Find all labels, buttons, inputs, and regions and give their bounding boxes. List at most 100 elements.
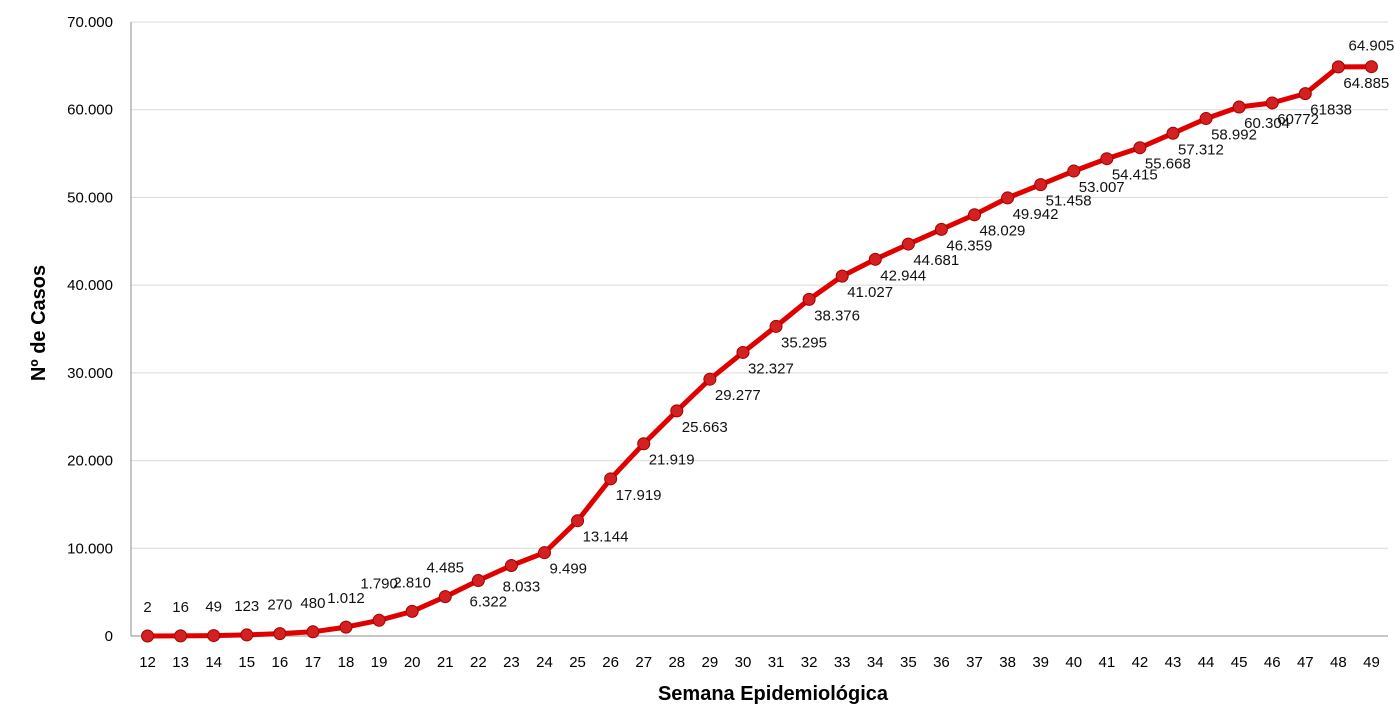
data-point — [637, 437, 651, 451]
data-label: 25.663 — [682, 419, 728, 436]
x-tick-label: 30 — [735, 654, 752, 671]
data-point — [1067, 164, 1081, 178]
data-label: 41.027 — [847, 284, 893, 301]
x-tick-label: 15 — [238, 654, 255, 671]
data-point — [372, 613, 386, 627]
data-point — [571, 514, 585, 528]
data-point — [339, 620, 353, 634]
x-tick-label: 17 — [305, 654, 322, 671]
data-point — [968, 208, 982, 222]
data-label: 21.919 — [649, 452, 695, 469]
x-tick-label: 46 — [1264, 654, 1281, 671]
data-point — [670, 404, 684, 418]
data-label: 123 — [234, 598, 259, 615]
data-point — [1001, 191, 1015, 205]
data-point — [703, 372, 717, 386]
data-point — [1331, 60, 1345, 74]
data-label: 42.944 — [880, 267, 926, 284]
y-tick-label: 60.000 — [67, 102, 113, 119]
y-tick-label: 50.000 — [67, 189, 113, 206]
x-axis-title: Semana Epidemiológica — [658, 683, 889, 705]
data-label: 13.144 — [583, 529, 629, 546]
data-point — [604, 472, 618, 486]
data-label: 480 — [300, 595, 325, 612]
data-point — [306, 625, 320, 639]
x-tick-label: 21 — [437, 654, 454, 671]
data-label: 49 — [205, 599, 222, 616]
x-tick-label: 25 — [569, 654, 586, 671]
data-point — [1034, 178, 1048, 192]
data-markers — [141, 60, 1378, 643]
data-label: 32.327 — [748, 360, 794, 377]
data-label: 64.885 — [1343, 75, 1389, 92]
x-tick-label: 39 — [1032, 654, 1049, 671]
x-tick-label: 29 — [702, 654, 719, 671]
data-label: 35.295 — [781, 334, 827, 351]
x-tick-label: 44 — [1198, 654, 1215, 671]
x-tick-label: 41 — [1098, 654, 1115, 671]
x-tick-label: 19 — [371, 654, 388, 671]
x-tick-label: 47 — [1297, 654, 1314, 671]
data-label: 6.322 — [470, 594, 508, 611]
data-point — [901, 237, 915, 251]
x-tick-label: 27 — [635, 654, 652, 671]
data-label: 61838 — [1310, 102, 1352, 119]
data-label: 2 — [143, 599, 151, 616]
data-label: 16 — [172, 599, 189, 616]
x-tick-label: 31 — [768, 654, 785, 671]
x-tick-label: 49 — [1363, 654, 1380, 671]
x-tick-label: 13 — [172, 654, 189, 671]
data-point — [868, 252, 882, 266]
x-tick-label: 34 — [867, 654, 884, 671]
x-tick-label: 26 — [602, 654, 619, 671]
data-label: 51.458 — [1046, 193, 1092, 210]
data-label: 54.415 — [1112, 167, 1158, 184]
data-label: 38.376 — [814, 307, 860, 324]
data-label: 48.029 — [980, 223, 1026, 240]
data-point — [736, 345, 750, 359]
data-point — [1133, 141, 1147, 155]
data-label: 8.033 — [503, 579, 541, 596]
x-tick-label: 28 — [668, 654, 685, 671]
data-label: 46.359 — [946, 237, 992, 254]
data-point — [438, 590, 452, 604]
data-point — [174, 629, 188, 643]
data-point — [1364, 60, 1378, 74]
y-tick-label: 20.000 — [67, 453, 113, 470]
data-label: 53.007 — [1079, 179, 1125, 196]
data-label: 64.905 — [1349, 38, 1394, 55]
data-label: 1.790 — [360, 575, 398, 592]
x-tick-label: 40 — [1065, 654, 1082, 671]
data-point — [207, 629, 221, 643]
data-label: 29.277 — [715, 387, 761, 404]
data-point — [1298, 87, 1312, 101]
x-tick-label: 36 — [933, 654, 950, 671]
data-label: 2.810 — [393, 574, 431, 591]
data-label: 270 — [267, 597, 292, 614]
data-point — [504, 559, 518, 573]
data-point — [405, 604, 419, 618]
data-label: 60.304 — [1244, 115, 1290, 132]
data-label: 1.012 — [327, 590, 365, 607]
data-point — [273, 627, 287, 641]
data-point — [802, 292, 816, 306]
x-tick-label: 14 — [205, 654, 222, 671]
x-tick-label: 32 — [801, 654, 818, 671]
data-label: 49.942 — [1013, 206, 1059, 223]
data-point — [769, 319, 783, 333]
data-point — [1232, 100, 1246, 114]
x-tick-label: 42 — [1132, 654, 1149, 671]
y-axis-ticks: 0 10.000 20.000 30.000 40.000 50.000 60.000 70.… — [67, 14, 113, 645]
x-tick-label: 16 — [272, 654, 289, 671]
data-label: 9.499 — [549, 561, 587, 578]
x-tick-label: 24 — [536, 654, 553, 671]
x-tick-label: 37 — [966, 654, 983, 671]
data-label: 44.681 — [913, 252, 959, 269]
gridlines — [131, 21, 1388, 549]
x-axis-ticks: 12 13 14 15 16 17 18 19 20 21 22 23 24 25 26 27 28 29 30 31… — [139, 654, 1380, 671]
data-point — [537, 546, 551, 560]
y-axis-title: Nº de Casos — [28, 265, 50, 381]
data-label: 17.919 — [616, 487, 662, 504]
